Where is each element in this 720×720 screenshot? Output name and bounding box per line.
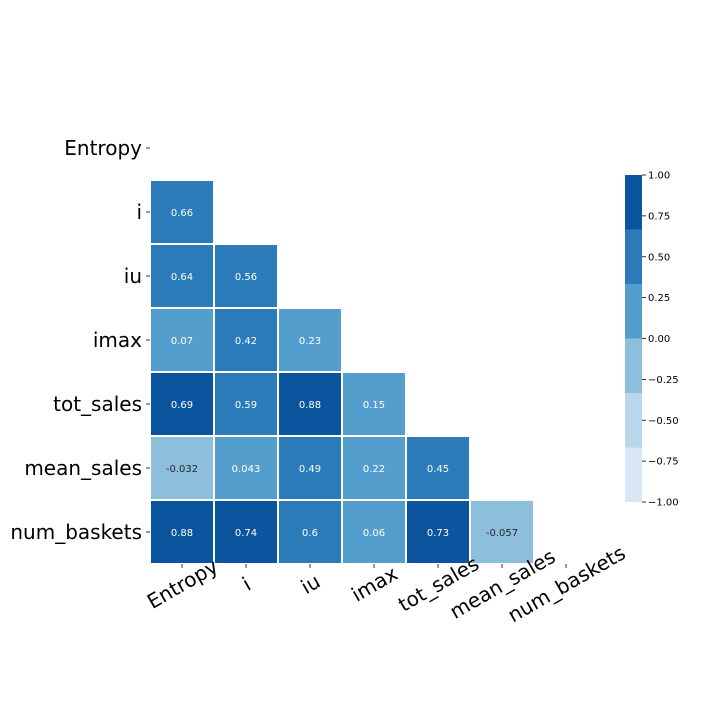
cell-value-label: 0.66 bbox=[171, 208, 193, 219]
column-label-iu: iu bbox=[297, 569, 325, 599]
cell-value-label: 0.64 bbox=[171, 272, 193, 283]
colorbar-tick-label: 0.75 bbox=[648, 211, 670, 222]
row-label-i: i bbox=[136, 200, 142, 224]
colorbar-tick-label: −0.25 bbox=[648, 375, 679, 386]
cell-value-label: 0.23 bbox=[299, 336, 321, 347]
colorbar-segment bbox=[625, 392, 642, 448]
cell-value-label: 0.59 bbox=[235, 400, 257, 411]
colorbar: 1.00 0.75 0.50 0.25 0.00 −0.25 −0.50 −0.75 −1.00 bbox=[625, 171, 679, 509]
heatmap-cell-imax-iu bbox=[277, 307, 343, 373]
cell-value-label: -0.057 bbox=[486, 528, 518, 539]
colorbar-tick-label: −1.00 bbox=[648, 498, 679, 509]
row-label-num_baskets: num_baskets bbox=[10, 520, 142, 544]
heatmap-cell-mean_sales-imax bbox=[341, 435, 407, 501]
heatmap-cell-num_baskets-mean_sales bbox=[469, 499, 535, 565]
row-labels: Entropy i iu imax tot_sales mean_sales num_bas… bbox=[10, 136, 150, 544]
cell-value-label: 0.15 bbox=[363, 400, 385, 411]
colorbar-tick-label: 0.25 bbox=[648, 293, 670, 304]
column-label-i: i bbox=[238, 572, 255, 596]
cell-value-label: 0.22 bbox=[363, 464, 385, 475]
heatmap-cell-num_baskets-i bbox=[213, 499, 279, 565]
heatmap-cell-iu-Entropy bbox=[149, 243, 215, 309]
colorbar-segment bbox=[625, 229, 642, 285]
row-label-iu: iu bbox=[124, 264, 142, 288]
cell-value-label: 0.07 bbox=[171, 336, 193, 347]
colorbar-tick-label: 1.00 bbox=[648, 171, 670, 182]
colorbar-segment bbox=[625, 338, 642, 393]
row-label-imax: imax bbox=[93, 328, 142, 352]
colorbar-tick-label: −0.75 bbox=[648, 457, 679, 468]
colorbar-segment bbox=[625, 284, 642, 339]
heatmap-cell-num_baskets-imax bbox=[341, 499, 407, 565]
cell-value-label: 0.88 bbox=[299, 400, 321, 411]
colorbar-segment bbox=[625, 447, 642, 502]
row-label-mean_sales: mean_sales bbox=[24, 456, 142, 480]
row-label-tot_sales: tot_sales bbox=[53, 392, 142, 416]
column-label-imax: imax bbox=[347, 561, 402, 606]
heatmap-cell-num_baskets-tot_sales bbox=[405, 499, 471, 565]
colorbar-tick-label: 0.50 bbox=[648, 252, 670, 263]
cell-value-label: 0.73 bbox=[427, 528, 449, 539]
cell-value-label: 0.42 bbox=[235, 336, 257, 347]
cell-value-label: 0.49 bbox=[299, 464, 321, 475]
colorbar-tick-label: −0.50 bbox=[648, 416, 679, 427]
heatmap-cell-mean_sales-i bbox=[213, 435, 279, 501]
cell-value-label: 0.74 bbox=[235, 528, 257, 539]
cell-value-label: -0.032 bbox=[166, 464, 198, 475]
row-label-Entropy: Entropy bbox=[64, 136, 142, 160]
heatmap-cell-tot_sales-imax bbox=[341, 371, 407, 437]
cell-value-label: 0.69 bbox=[171, 400, 193, 411]
cell-value-label: 0.45 bbox=[427, 464, 449, 475]
cell-value-label: 0.6 bbox=[302, 528, 318, 539]
colorbar-tick-label: 0.00 bbox=[648, 334, 670, 345]
heatmap-cell-tot_sales-i bbox=[213, 371, 279, 437]
colorbar-segment bbox=[625, 175, 642, 230]
cell-value-label: 0.88 bbox=[171, 528, 193, 539]
cell-value-label: 0.56 bbox=[235, 272, 257, 283]
cell-value-label: 0.06 bbox=[363, 528, 385, 539]
cell-value-label: 0.043 bbox=[232, 464, 261, 475]
heatmap-cells: 0.66 0.64 0.56 0.07 0.42 0.23 0.69 0.59 0.88 0.15… bbox=[149, 179, 535, 565]
